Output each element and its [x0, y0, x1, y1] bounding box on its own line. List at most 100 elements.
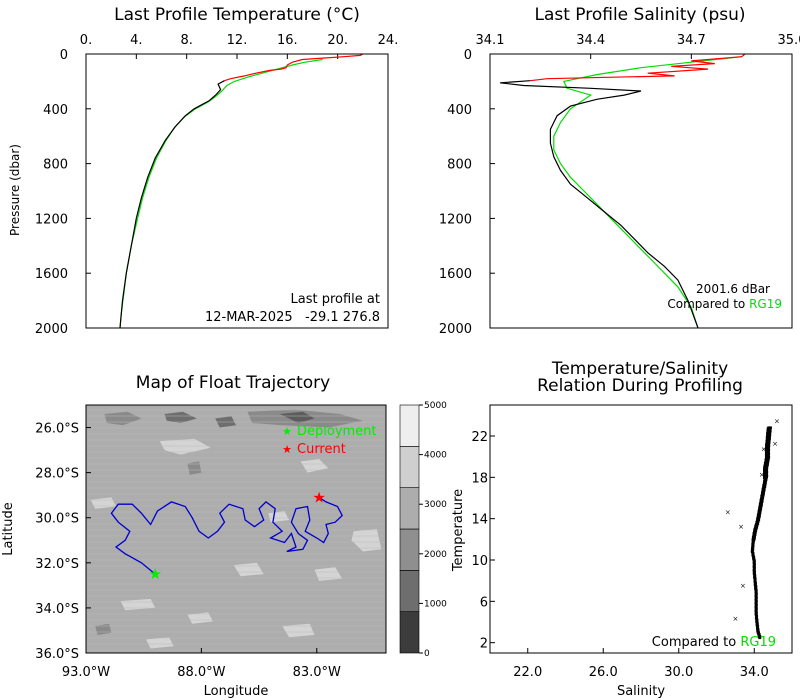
float-trajectory	[110, 496, 344, 575]
colorbar-segment	[399, 446, 420, 488]
ts-y-ticks: 2 6 10 14 18 22	[471, 430, 495, 652]
ts-y-axis-label: Temperature	[451, 489, 466, 572]
ts-annotation-reference: RG19	[740, 635, 776, 650]
ts-x-axis-label: Salinity	[617, 684, 665, 699]
temperature-annotation-line-1: Last profile at	[291, 292, 380, 307]
ts-y-tick-label: 14	[471, 513, 488, 528]
map-x-ticks: 93.0°W 88.0°W 83.0°W	[62, 648, 341, 680]
salinity-x-tick-label: 34.7	[677, 33, 706, 48]
map-chart-title: Map of Float Trajectory	[136, 373, 330, 393]
ts-relation-panel: Temperature/Salinity Relation During Pro…	[451, 359, 793, 699]
map-y-tick-label: 28.0°S	[35, 467, 79, 482]
bathymetry-patch	[314, 567, 343, 581]
ts-outlier-point: ×	[761, 445, 767, 453]
colorbar-tick-label: 4000	[424, 451, 447, 461]
salinity-annotation-reference: RG19	[749, 297, 782, 311]
colorbar-segment	[399, 487, 420, 530]
bathymetry-features	[86, 409, 386, 651]
salinity-y-tick-label: 0	[464, 48, 472, 63]
ts-chart-title-line-2: Relation During Profiling	[537, 376, 743, 396]
salinity-annotation-depth: 2001.6 dBar	[696, 282, 770, 296]
map-y-tick-label: 32.0°S	[35, 557, 79, 572]
salinity-profile-panel: Last Profile Salinity (psu) 34.1 34.4 34.7…	[439, 5, 800, 337]
temperature-y-tick-label: 1200	[35, 212, 68, 227]
colorbar-tick-label: 2000	[424, 550, 447, 560]
trajectory-line	[110, 496, 344, 575]
ts-outlier-point: ×	[774, 418, 780, 426]
salinity-series-line	[553, 56, 742, 329]
salinity-x-ticks: 34.1 34.4 34.7 35.0	[476, 33, 800, 59]
temperature-x-tick-label: 16.	[277, 33, 298, 48]
temperature-y-axis-label: Pressure (dbar)	[8, 144, 22, 236]
salinity-series-line	[530, 53, 746, 82]
colorbar-tick-label: 0	[424, 649, 430, 659]
temperature-series-line	[224, 53, 364, 82]
salinity-y-tick-label: 1600	[439, 267, 472, 282]
colorbar-segment	[399, 528, 420, 571]
temperature-series-line	[119, 80, 225, 329]
ts-x-tick-label: 26.0	[589, 665, 618, 680]
ts-x-tick-label: 30.0	[664, 665, 693, 680]
salinity-y-tick-label: 1200	[439, 212, 472, 227]
ts-outlier-point: ×	[732, 615, 738, 623]
temperature-x-tick-label: 8.	[180, 33, 192, 48]
bathymetry-patch	[146, 637, 174, 649]
ts-plot-frame	[489, 404, 793, 654]
colorbar-segment	[399, 570, 420, 612]
map-y-tick-label: 34.0°S	[35, 602, 79, 617]
deployment-marker: ★	[149, 565, 162, 583]
temperature-y-tick-label: 400	[43, 103, 68, 118]
map-y-tick-label: 26.0°S	[35, 422, 79, 437]
salinity-plot-frame	[489, 53, 793, 329]
temperature-y-ticks: 0 400 800 1200 1600 2000	[35, 48, 91, 337]
map-y-tick-label: 30.0°S	[35, 512, 79, 527]
ts-y-tick-label: 10	[471, 554, 488, 569]
salinity-x-tick-label: 34.1	[476, 33, 505, 48]
bathymetry-patch	[159, 438, 211, 455]
colorbar-tick-label: 3000	[424, 500, 447, 510]
bathymetry-patch	[300, 459, 329, 473]
bathymetry-patch	[351, 529, 382, 552]
temperature-x-tick-label: 20.	[327, 33, 348, 48]
ts-outlier-point: ×	[725, 508, 731, 516]
map-x-tick-label: 88.0°W	[177, 665, 225, 680]
salinity-chart-title: Last Profile Salinity (psu)	[534, 5, 745, 25]
ts-chart-title-line-1: Temperature/Salinity	[551, 359, 728, 379]
temperature-profile-panel: Last Profile Temperature (°C) 0. 4. 8. 12. 1…	[8, 5, 398, 337]
ts-scatter-points: × × × × × × × ×	[725, 418, 780, 640]
temperature-series	[119, 53, 364, 329]
map-ocean-background	[86, 405, 386, 653]
temperature-plot-frame	[85, 53, 389, 329]
salinity-annotation-compared: Compared to RG19	[667, 297, 782, 311]
depth-colorbar: 0 1000 2000 3000 4000 5000	[399, 401, 447, 659]
bathymetry-patch	[282, 623, 315, 638]
map-x-tick-label: 83.0°W	[293, 665, 341, 680]
map-y-ticks: 26.0°S 28.0°S 30.0°S 32.0°S 34.0°S 36.0°S	[35, 422, 91, 662]
bathymetry-patch	[187, 612, 213, 624]
salinity-y-tick-label: 400	[447, 103, 472, 118]
ts-outlier-point: ×	[740, 582, 746, 590]
salinity-y-tick-label: 2000	[439, 322, 472, 337]
salinity-x-tick-label: 35.0	[778, 33, 800, 48]
legend-current-label: Current	[297, 442, 346, 457]
salinity-series	[500, 53, 746, 329]
ts-y-tick-label: 18	[471, 471, 488, 486]
map-y-tick-label: 36.0°S	[35, 647, 79, 662]
ts-y-tick-label: 22	[471, 430, 488, 445]
ts-y-tick-label: 6	[480, 595, 488, 610]
ts-profile-point	[767, 426, 772, 429]
temperature-series-line	[119, 58, 323, 329]
temperature-y-tick-label: 0	[60, 48, 68, 63]
colorbar-tick-label: 5000	[424, 401, 447, 411]
colorbar-segment	[399, 404, 420, 447]
bathymetry-patch	[187, 461, 202, 475]
salinity-y-tick-label: 800	[447, 158, 472, 173]
ts-outlier-point: ×	[738, 523, 744, 531]
trajectory-markers: ★★	[149, 488, 326, 583]
temperature-x-tick-label: 4.	[130, 33, 142, 48]
ts-x-tick-label: 22.0	[513, 665, 542, 680]
current-position-marker: ★	[312, 488, 325, 506]
temperature-y-tick-label: 1600	[35, 267, 68, 282]
temperature-chart-title: Last Profile Temperature (°C)	[114, 5, 360, 25]
bathymetry-patch	[164, 411, 197, 423]
